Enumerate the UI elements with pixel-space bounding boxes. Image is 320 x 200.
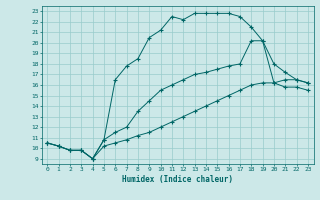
X-axis label: Humidex (Indice chaleur): Humidex (Indice chaleur) bbox=[122, 175, 233, 184]
